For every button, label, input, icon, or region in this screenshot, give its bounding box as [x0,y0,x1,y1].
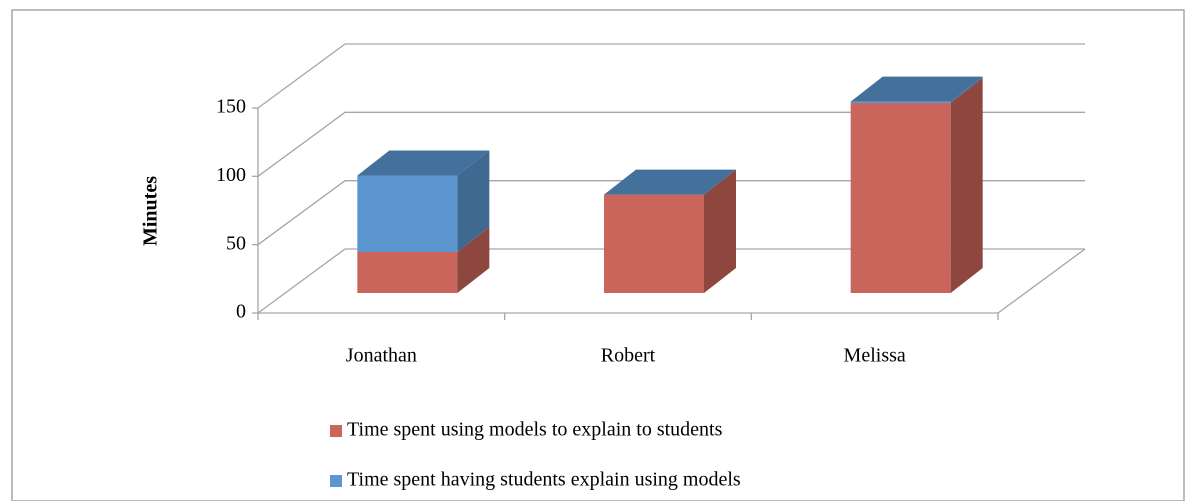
x-tick-label: Robert [601,345,656,367]
legend-swatch [330,425,342,437]
bar-top [604,169,736,195]
y-tick-label: 0 [236,301,246,323]
bar-side [704,169,736,293]
grid-line [257,248,1085,314]
bar-side [950,78,983,294]
legend-label: Time spent having students explain using… [347,469,741,491]
bar-front [357,252,458,293]
axis-line [997,248,1086,314]
y-tick-label: 50 [226,232,246,254]
y-axis-label: Minutes [140,176,162,246]
bar-front [850,101,951,104]
grid-line [257,111,1085,177]
legend-label: Time spent using models to explain to st… [347,419,723,441]
grid-line [257,43,1085,109]
grid-line [257,180,1085,246]
bar-top [850,76,983,102]
bar-side [457,227,490,293]
legend-swatch [330,475,342,487]
bar-front [850,103,951,294]
bar-top [357,150,490,176]
y-tick-label: 150 [216,96,246,118]
bar-front [604,194,704,293]
x-tick-label: Melissa [844,345,906,367]
y-tick-label: 100 [216,164,246,186]
bar-side [457,150,490,252]
bar-front [357,175,458,252]
chart-border [11,9,1185,501]
x-tick-label: Jonathan [346,345,417,367]
bar-side [950,76,983,104]
